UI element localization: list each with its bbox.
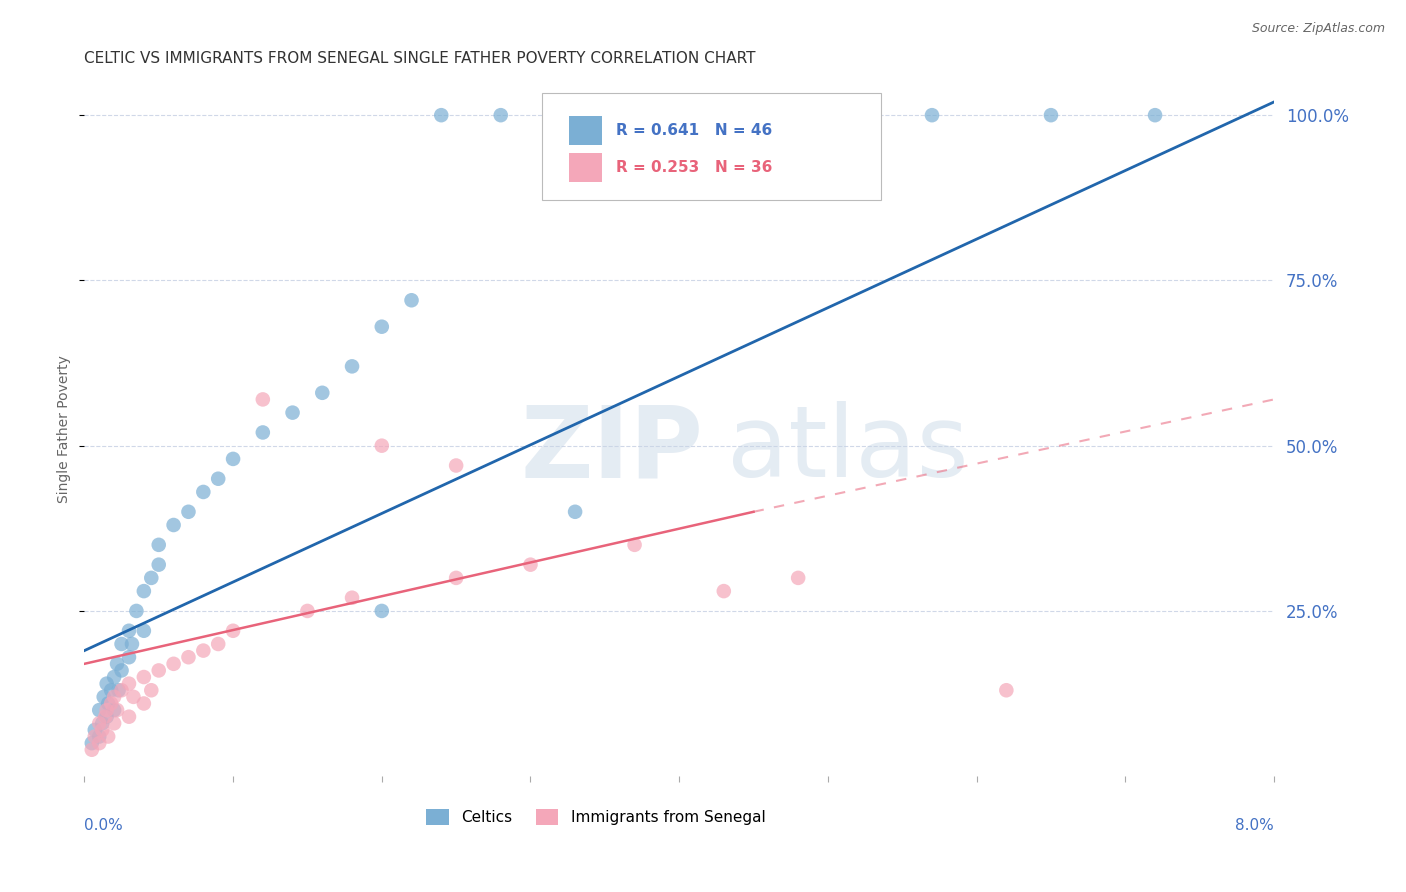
Point — [141, 571, 163, 585]
Point — [103, 716, 125, 731]
Point — [100, 683, 122, 698]
Point — [103, 703, 125, 717]
Point — [89, 730, 111, 744]
Point — [444, 458, 467, 473]
Point — [162, 657, 184, 671]
Point — [132, 624, 155, 638]
Point — [89, 716, 111, 731]
Point — [252, 392, 274, 407]
Point — [281, 406, 304, 420]
Point — [80, 743, 103, 757]
Legend: Celtics, Immigrants from Senegal: Celtics, Immigrants from Senegal — [420, 803, 772, 831]
Y-axis label: Single Father Poverty: Single Father Poverty — [58, 355, 72, 503]
Point — [110, 637, 132, 651]
Point — [623, 538, 645, 552]
Point — [89, 736, 111, 750]
Point — [1039, 108, 1062, 122]
Point — [96, 703, 118, 717]
Point — [252, 425, 274, 440]
Point — [89, 703, 111, 717]
FancyBboxPatch shape — [543, 93, 882, 200]
Point — [80, 736, 103, 750]
Point — [564, 505, 586, 519]
Point — [371, 319, 394, 334]
Point — [564, 108, 586, 122]
Point — [177, 650, 200, 665]
Point — [340, 591, 363, 605]
Text: 8.0%: 8.0% — [1236, 818, 1274, 833]
Point — [118, 676, 141, 690]
Point — [91, 723, 114, 737]
Point — [122, 690, 145, 704]
Point — [118, 709, 141, 723]
Point — [93, 690, 115, 704]
Point — [148, 664, 170, 678]
Point — [371, 439, 394, 453]
Point — [207, 472, 229, 486]
Point — [297, 604, 319, 618]
Point — [132, 697, 155, 711]
Point — [222, 451, 245, 466]
Point — [103, 690, 125, 704]
Point — [94, 709, 117, 723]
Point — [110, 683, 132, 698]
Point — [125, 604, 148, 618]
Point — [110, 664, 132, 678]
Text: R = 0.641   N = 46: R = 0.641 N = 46 — [616, 123, 772, 138]
Point — [207, 637, 229, 651]
Point — [100, 697, 122, 711]
Text: Source: ZipAtlas.com: Source: ZipAtlas.com — [1251, 22, 1385, 36]
Point — [96, 709, 118, 723]
Point — [713, 584, 735, 599]
Point — [118, 650, 141, 665]
Point — [311, 385, 333, 400]
Text: R = 0.253   N = 36: R = 0.253 N = 36 — [616, 160, 772, 175]
Point — [97, 697, 120, 711]
Point — [83, 730, 105, 744]
Point — [103, 670, 125, 684]
Point — [132, 584, 155, 599]
Point — [107, 683, 129, 698]
Text: ZIP: ZIP — [520, 401, 703, 499]
Text: atlas: atlas — [727, 401, 969, 499]
FancyBboxPatch shape — [568, 153, 602, 182]
Point — [132, 670, 155, 684]
Point — [222, 624, 245, 638]
Point — [83, 723, 105, 737]
Point — [91, 716, 114, 731]
Point — [921, 108, 943, 122]
Point — [371, 604, 394, 618]
Point — [340, 359, 363, 374]
Point — [121, 637, 143, 651]
Point — [193, 643, 215, 657]
Point — [148, 538, 170, 552]
Text: CELTIC VS IMMIGRANTS FROM SENEGAL SINGLE FATHER POVERTY CORRELATION CHART: CELTIC VS IMMIGRANTS FROM SENEGAL SINGLE… — [84, 51, 756, 66]
Point — [105, 657, 128, 671]
Point — [519, 558, 541, 572]
Point — [148, 558, 170, 572]
Point — [162, 518, 184, 533]
Point — [1144, 108, 1167, 122]
FancyBboxPatch shape — [568, 116, 602, 145]
Point — [141, 683, 163, 698]
Point — [177, 505, 200, 519]
Point — [97, 730, 120, 744]
Point — [118, 624, 141, 638]
Point — [105, 703, 128, 717]
Point — [742, 108, 765, 122]
Point — [96, 676, 118, 690]
Point — [430, 108, 453, 122]
Point — [489, 108, 512, 122]
Point — [787, 571, 810, 585]
Point — [401, 293, 423, 308]
Point — [995, 683, 1018, 698]
Point — [193, 485, 215, 500]
Point — [668, 108, 690, 122]
Point — [444, 571, 467, 585]
Text: 0.0%: 0.0% — [84, 818, 124, 833]
